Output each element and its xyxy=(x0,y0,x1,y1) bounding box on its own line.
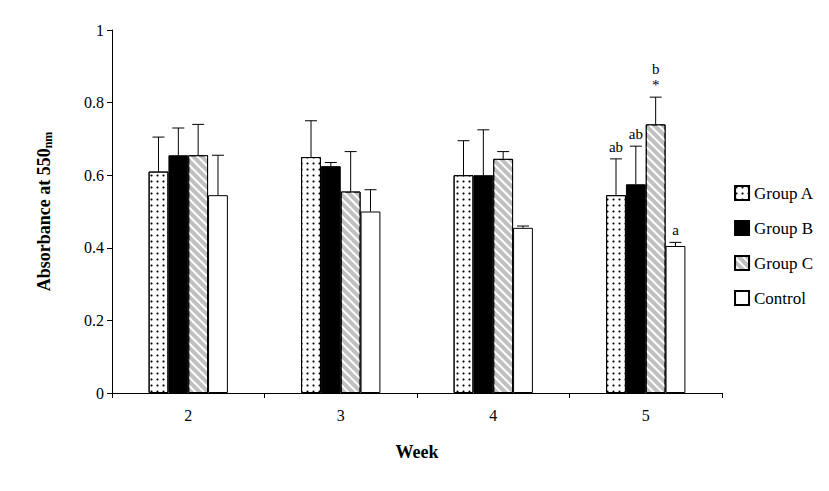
svg-text:b: b xyxy=(652,61,660,77)
svg-text:Control: Control xyxy=(754,289,806,308)
svg-text:ab: ab xyxy=(629,126,643,142)
svg-text:4: 4 xyxy=(489,407,497,424)
svg-text:Group B: Group B xyxy=(754,219,813,238)
svg-text:Group C: Group C xyxy=(754,254,813,273)
svg-text:0: 0 xyxy=(96,385,104,402)
svg-text:0.2: 0.2 xyxy=(84,312,104,329)
svg-text:*: * xyxy=(652,77,660,93)
svg-text:3: 3 xyxy=(337,407,345,424)
svg-text:0.4: 0.4 xyxy=(84,239,104,256)
svg-text:Group A: Group A xyxy=(754,184,814,203)
svg-text:0.8: 0.8 xyxy=(84,94,104,111)
svg-text:1: 1 xyxy=(96,22,104,39)
svg-text:ab: ab xyxy=(609,139,623,155)
svg-text:0.6: 0.6 xyxy=(84,167,104,184)
svg-text:Week: Week xyxy=(396,442,439,462)
svg-text:2: 2 xyxy=(184,407,192,424)
svg-text:Absorbance at 550: Absorbance at 550 xyxy=(34,148,54,291)
svg-text:nm: nm xyxy=(41,132,55,149)
svg-text:a: a xyxy=(672,222,679,238)
svg-text:5: 5 xyxy=(642,407,650,424)
